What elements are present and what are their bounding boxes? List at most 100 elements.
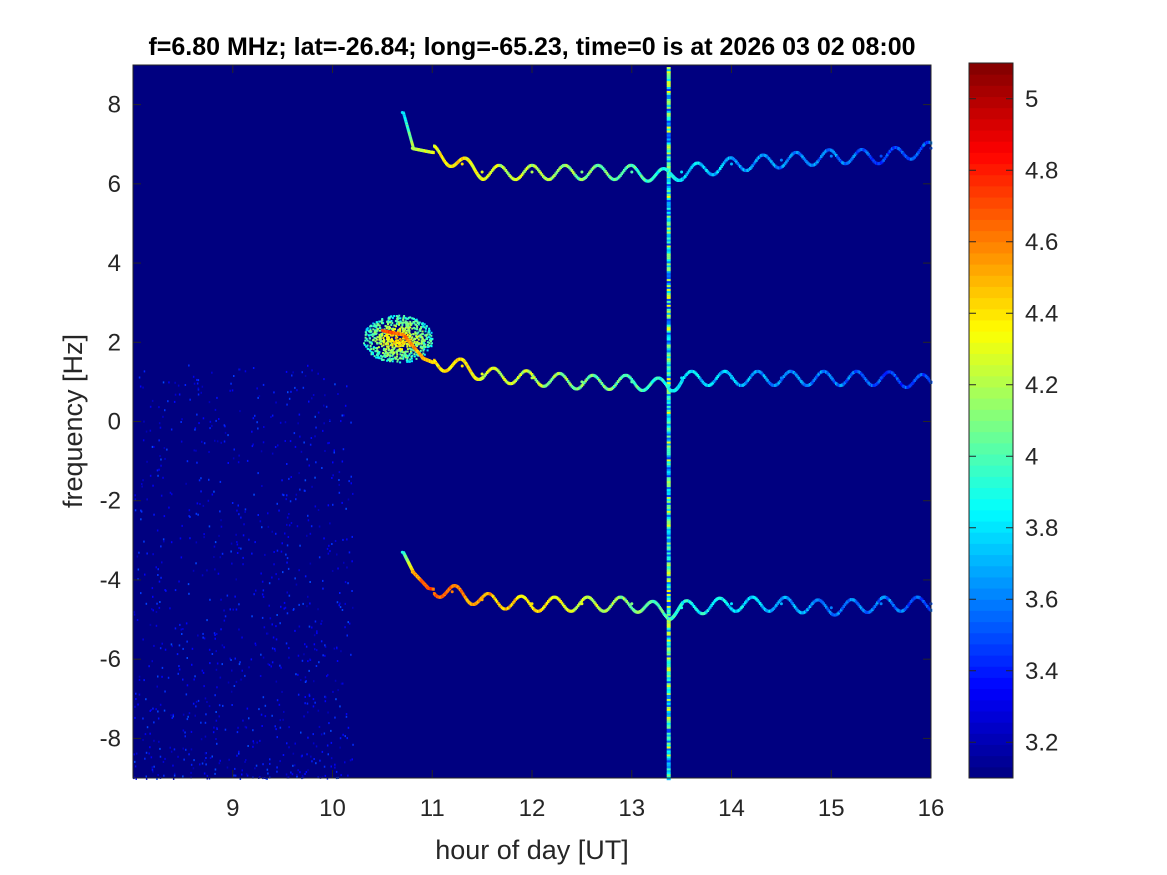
noise-cell <box>188 364 190 367</box>
trace-1-cell <box>571 170 575 174</box>
colorbar-segment <box>969 476 1013 489</box>
noise-cell <box>336 647 338 650</box>
stripe-cell <box>666 587 671 591</box>
y-tick-label: -2 <box>100 488 121 515</box>
scatter-cell <box>373 346 375 349</box>
trace-3-cell <box>827 609 830 613</box>
trace-1-cell <box>806 161 809 165</box>
noise-cell <box>143 420 145 423</box>
noise-cell <box>311 369 313 372</box>
noise-cell <box>337 567 339 570</box>
stripe-cell <box>666 522 671 525</box>
trace-3-cell <box>768 609 772 613</box>
trace-2-cell <box>913 378 916 382</box>
noise-cell <box>208 478 210 481</box>
trace-2-cell <box>831 377 834 381</box>
noise-cell <box>143 679 145 682</box>
stripe-cell <box>666 714 671 717</box>
trace-2-cell <box>892 372 895 376</box>
trace-1-cell <box>573 172 576 176</box>
noise-cell <box>349 759 352 762</box>
noise-cell <box>160 464 162 467</box>
trace-3-cell <box>751 595 754 599</box>
noise-cell <box>306 605 308 608</box>
noise-cell <box>276 766 278 769</box>
scatter-cell <box>398 323 401 326</box>
scatter-cell <box>407 327 410 330</box>
noise-cell <box>350 421 352 424</box>
noise-cell <box>330 757 333 760</box>
scatter-cell <box>407 343 410 346</box>
trace-1-cell <box>508 174 511 177</box>
noise-cell <box>184 735 186 738</box>
scatter-cell <box>405 326 407 329</box>
noise-cell <box>233 448 235 451</box>
stripe-cell <box>666 722 671 725</box>
trace-1-point <box>667 174 671 178</box>
colorbar-segment <box>969 554 1013 567</box>
stripe-cell <box>666 562 671 565</box>
scatter-cell <box>425 327 427 330</box>
scatter-cell <box>417 335 420 338</box>
trace-1-cell <box>918 148 921 152</box>
noise-cell <box>151 660 153 663</box>
trace-2-cell <box>820 370 823 374</box>
trace-3-cell <box>923 601 926 605</box>
scatter-cell <box>410 333 413 336</box>
stripe-cell <box>666 191 671 194</box>
scatter-cell <box>401 354 404 357</box>
trace-1-cell <box>755 158 758 162</box>
colorbar-segment <box>969 420 1013 433</box>
trace-1-cell <box>841 161 844 165</box>
scatter-cell <box>405 359 408 362</box>
trace-1-cell <box>583 177 586 180</box>
scatter-cell <box>379 338 382 341</box>
scatter-cell <box>373 330 376 333</box>
noise-cell <box>151 608 153 611</box>
trace-3-cell <box>538 609 541 613</box>
noise-cell <box>221 663 223 666</box>
scatter-cell <box>403 315 406 317</box>
noise-cell <box>151 399 154 402</box>
trace-1-cell <box>604 170 607 173</box>
noise-cell <box>182 729 185 732</box>
trace-3-cell <box>747 597 751 601</box>
trace-3-cell <box>495 600 499 604</box>
trace-2-cell <box>482 375 485 379</box>
noise-cell <box>149 474 152 477</box>
noise-cell <box>219 759 221 762</box>
stripe-cell <box>666 407 671 410</box>
scatter-cell <box>408 354 411 357</box>
scatter-cell <box>421 322 424 325</box>
stripe-cell <box>666 183 671 186</box>
stripe-cell <box>666 447 671 450</box>
trace-2-cell <box>876 381 879 385</box>
colorbar-segment <box>969 331 1013 343</box>
noise-cell <box>333 647 336 650</box>
trace-3-cell <box>830 612 833 616</box>
noise-cell <box>144 733 147 736</box>
trace-3-cell <box>517 595 520 599</box>
noise-cell <box>301 774 304 777</box>
colorbar-ticks: 3.23.43.63.844.24.44.64.85 <box>969 86 1058 756</box>
noise-cell <box>137 703 139 706</box>
stripe-cell <box>666 744 671 747</box>
trace-2-cell <box>702 382 706 385</box>
scatter-cell <box>390 324 393 326</box>
noise-cell <box>204 759 206 762</box>
trace-2-cell <box>921 373 924 376</box>
noise-cell <box>220 441 222 444</box>
trace-3-cell <box>595 604 599 608</box>
scatter-cell <box>423 353 426 356</box>
trace-1-cell <box>519 174 522 178</box>
noise-cell <box>247 745 249 747</box>
colorbar-segment <box>969 85 1013 98</box>
scatter-cell <box>379 340 382 343</box>
scatter-cell <box>374 347 377 350</box>
noise-cell <box>288 594 291 597</box>
scatter-cell <box>370 333 373 336</box>
noise-cell <box>294 764 296 767</box>
noise-cell <box>191 663 193 666</box>
noise-cell <box>273 551 275 553</box>
trace-3-cell <box>714 599 717 603</box>
